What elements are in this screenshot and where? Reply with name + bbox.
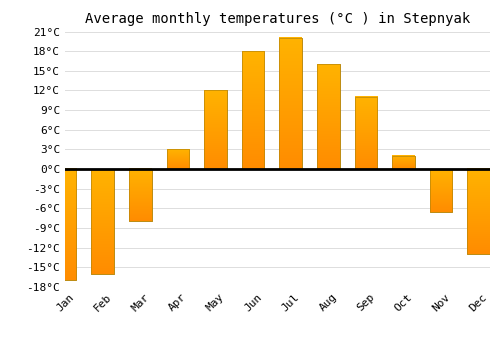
Bar [468,169,490,254]
Bar [317,64,340,169]
Bar [354,97,377,169]
Bar [280,38,302,169]
Bar [166,149,189,169]
Bar [354,97,377,169]
Bar [242,51,264,169]
Bar [392,156,415,169]
Bar [92,169,114,274]
Bar [280,38,302,169]
Bar [129,169,152,222]
Title: Average monthly temperatures (°C ) in Stepnyak: Average monthly temperatures (°C ) in St… [85,12,470,26]
Bar [166,149,189,169]
Bar [430,169,452,212]
Bar [204,90,227,169]
Bar [242,51,264,169]
Bar [54,169,76,280]
Bar [317,64,340,169]
Bar [129,169,152,222]
Bar [468,169,490,254]
Bar [392,156,415,169]
Bar [54,169,76,280]
Bar [430,169,452,212]
Bar [204,90,227,169]
Bar [92,169,114,274]
